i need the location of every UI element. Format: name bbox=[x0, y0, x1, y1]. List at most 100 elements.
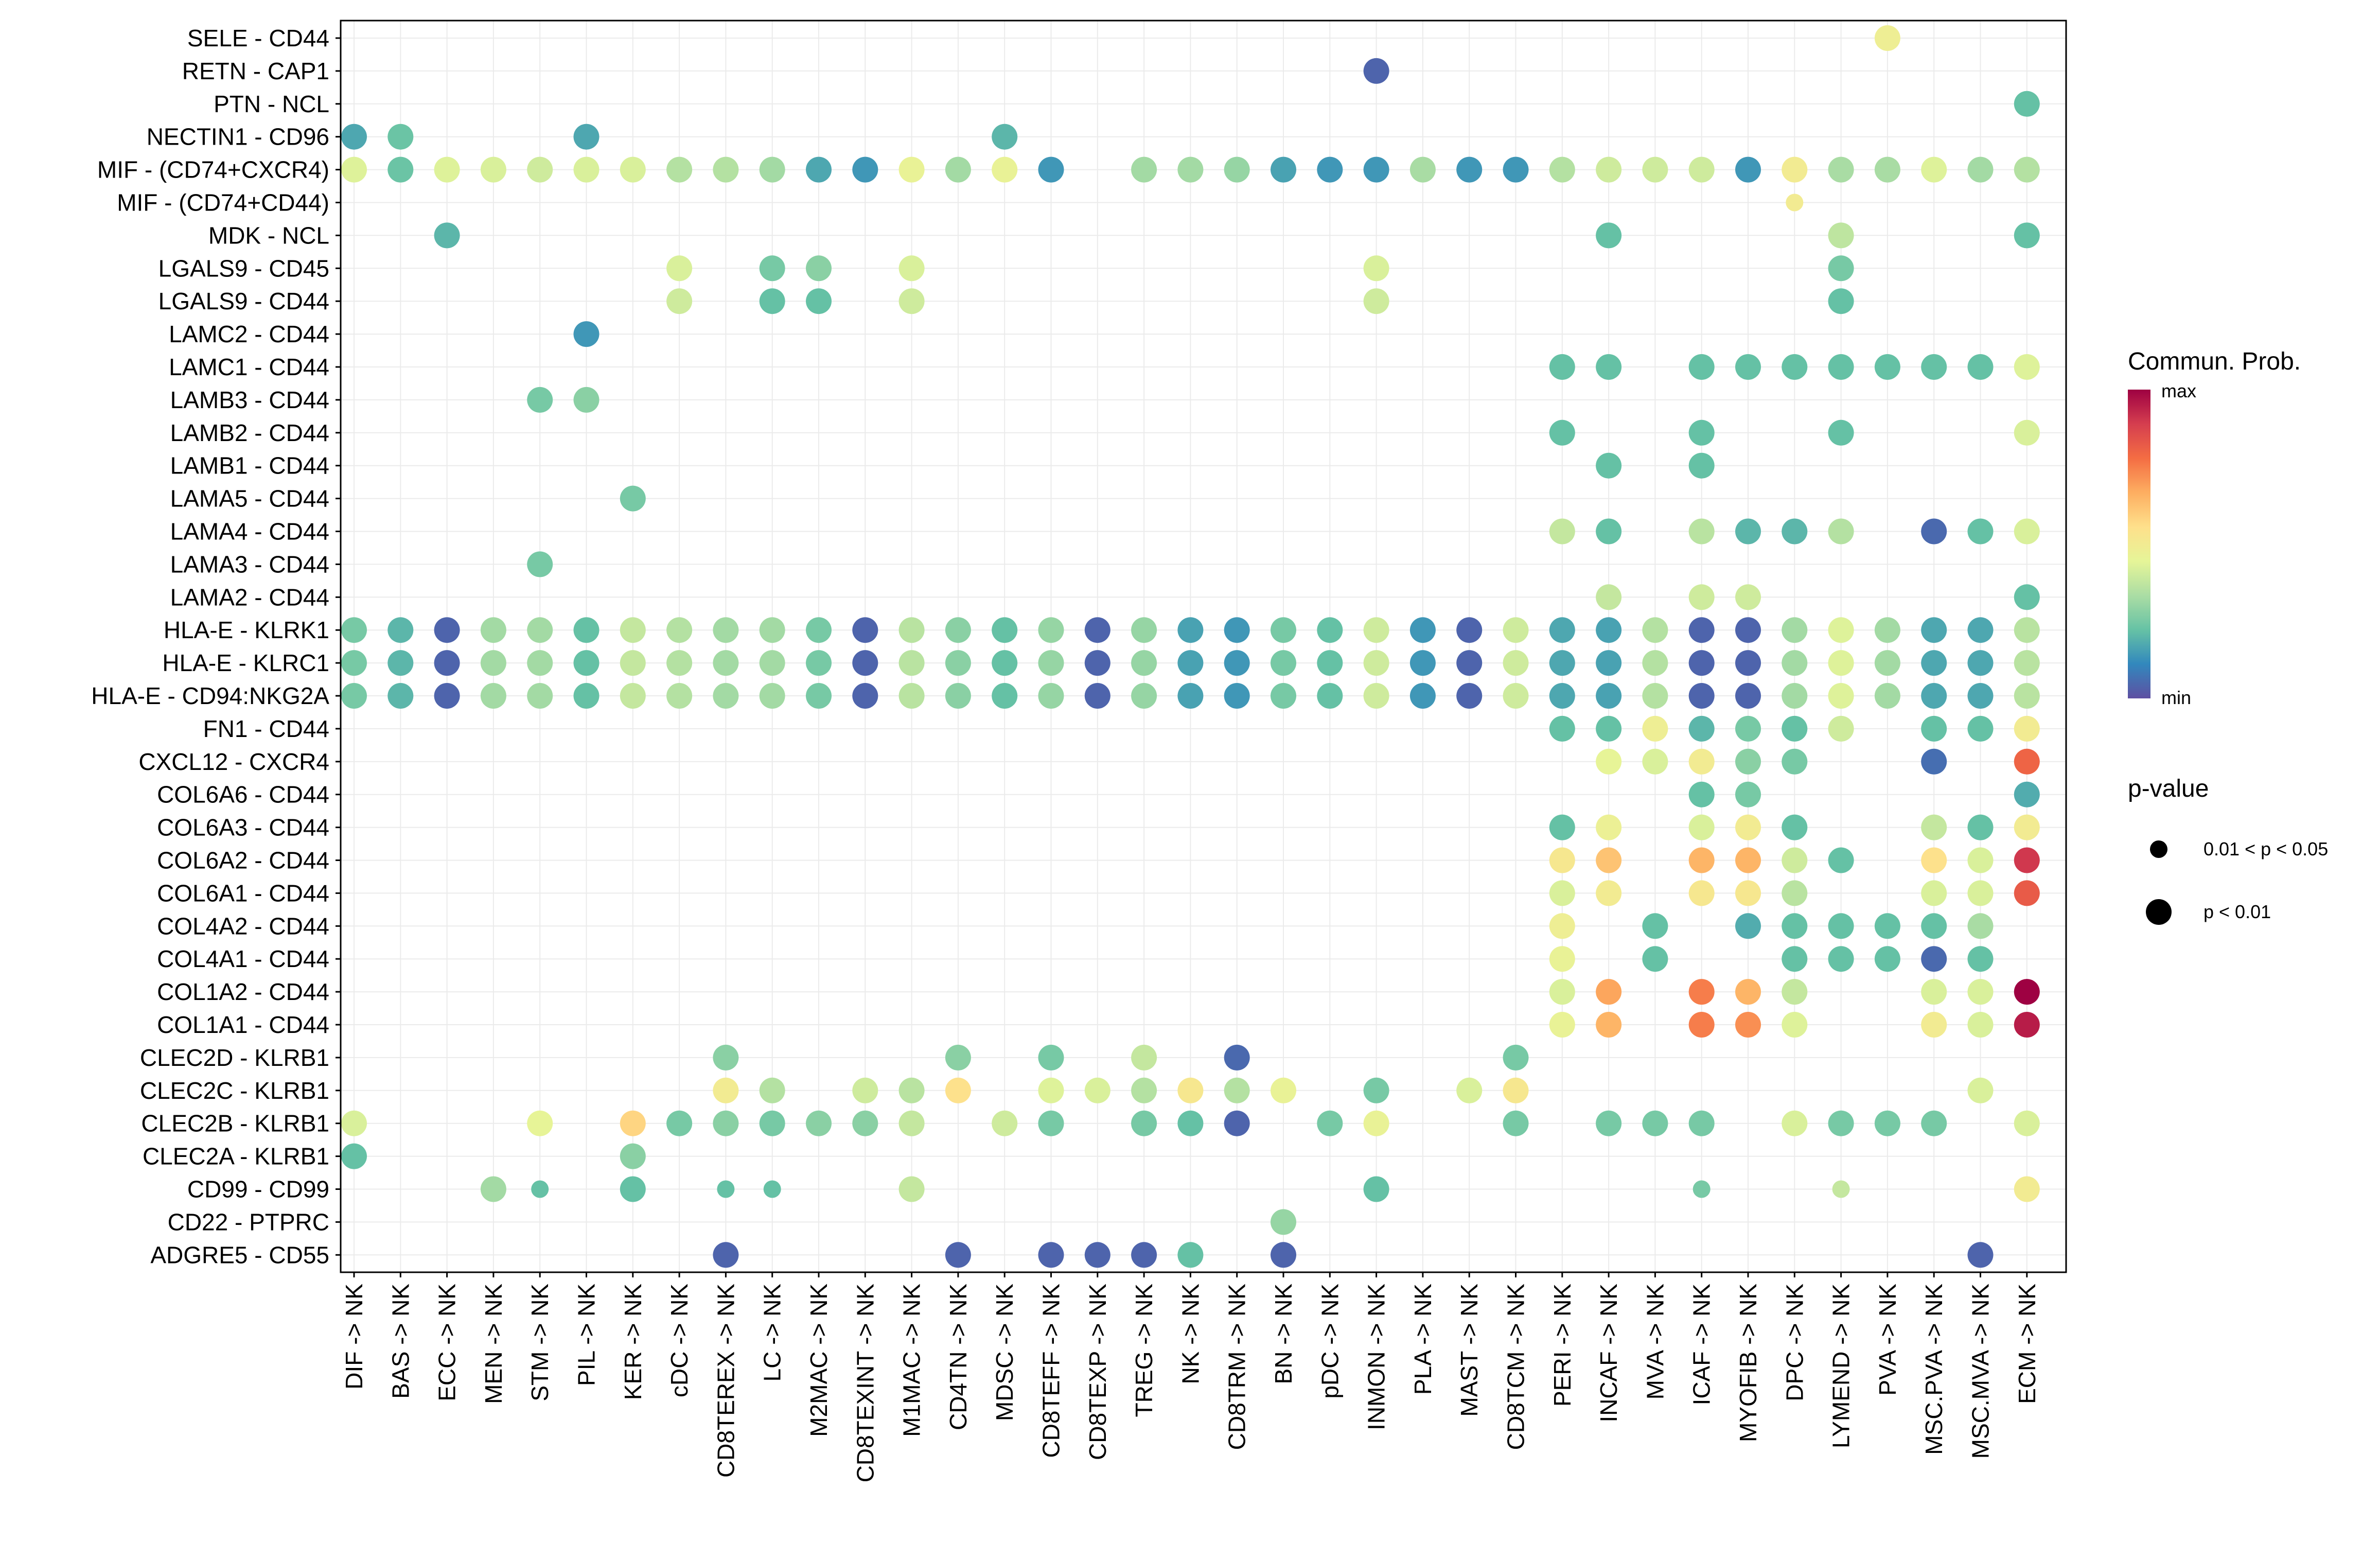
data-point bbox=[2014, 748, 2040, 775]
data-point bbox=[1921, 715, 1947, 742]
data-point bbox=[573, 124, 600, 150]
data-point bbox=[759, 650, 785, 676]
y-tick-label: ADGRE5 - CD55 bbox=[150, 1241, 329, 1268]
data-point bbox=[1596, 979, 1622, 1005]
data-point bbox=[1224, 156, 1250, 183]
data-point bbox=[945, 617, 971, 643]
data-point bbox=[1224, 1110, 1250, 1136]
data-point bbox=[1782, 1110, 1808, 1136]
data-point bbox=[806, 1110, 832, 1136]
data-point bbox=[666, 156, 693, 183]
data-point bbox=[713, 683, 739, 709]
data-point bbox=[620, 1176, 646, 1202]
data-point bbox=[1693, 1180, 1711, 1198]
data-point bbox=[1688, 354, 1715, 380]
data-point bbox=[2014, 518, 2040, 545]
x-tick-label: MDSC -> NK bbox=[991, 1284, 1018, 1421]
data-point bbox=[759, 1077, 785, 1103]
x-tick-label: BN -> NK bbox=[1270, 1284, 1297, 1384]
data-point bbox=[1967, 156, 1994, 183]
data-point bbox=[2014, 1012, 2040, 1038]
data-point bbox=[1596, 683, 1622, 709]
data-point bbox=[1131, 1044, 1157, 1071]
data-point bbox=[1828, 1110, 1854, 1136]
data-point bbox=[527, 551, 553, 577]
data-point bbox=[1503, 1110, 1529, 1136]
data-point bbox=[387, 156, 414, 183]
data-point bbox=[2014, 979, 2040, 1005]
data-point bbox=[620, 617, 646, 643]
data-point bbox=[1874, 617, 1900, 643]
data-point bbox=[1456, 683, 1483, 709]
data-point bbox=[1596, 880, 1622, 906]
data-point bbox=[434, 156, 460, 183]
data-point bbox=[573, 387, 600, 413]
data-point bbox=[1967, 880, 1994, 906]
grid-layer bbox=[341, 21, 2066, 1272]
data-point bbox=[1967, 1242, 1994, 1268]
data-point bbox=[1782, 946, 1808, 972]
x-tick-label: pDC -> NK bbox=[1316, 1284, 1343, 1399]
x-tick-label: LC -> NK bbox=[759, 1284, 786, 1382]
data-point bbox=[1642, 617, 1668, 643]
data-point bbox=[1828, 354, 1854, 380]
y-tick-label: NECTIN1 - CD96 bbox=[147, 124, 329, 150]
data-point bbox=[1874, 354, 1900, 380]
size-legend-marker-large bbox=[2146, 899, 2172, 925]
data-point bbox=[945, 1077, 971, 1103]
data-point bbox=[1735, 814, 1761, 840]
data-point bbox=[2014, 781, 2040, 808]
data-point bbox=[1642, 946, 1668, 972]
data-point bbox=[434, 617, 460, 643]
y-tick-label: CD99 - CD99 bbox=[187, 1176, 329, 1203]
data-point bbox=[1363, 255, 1389, 282]
y-tick-label: LAMB3 - CD44 bbox=[170, 387, 329, 413]
x-tick-label: MVA -> NK bbox=[1642, 1284, 1668, 1400]
data-point bbox=[1549, 354, 1575, 380]
data-point bbox=[1688, 715, 1715, 742]
data-point bbox=[1642, 650, 1668, 676]
data-point bbox=[1549, 518, 1575, 545]
y-tick-label: COL4A2 - CD44 bbox=[157, 913, 329, 939]
y-tick-label: LAMA4 - CD44 bbox=[170, 518, 329, 545]
x-tick-label: DIF -> NK bbox=[341, 1284, 367, 1390]
data-point bbox=[1688, 650, 1715, 676]
data-point bbox=[341, 124, 367, 150]
x-tick-label: MSC.PVA -> NK bbox=[1920, 1284, 1947, 1455]
x-axis: DIF -> NK BAS -> NK ECC -> NK MEN -> NK STM … bbox=[341, 1272, 2040, 1482]
data-point bbox=[1177, 1077, 1204, 1103]
x-tick-label: CD8TEREX -> NK bbox=[712, 1284, 739, 1478]
data-point bbox=[1967, 979, 1994, 1005]
data-point bbox=[1363, 617, 1389, 643]
data-point bbox=[1688, 617, 1715, 643]
data-point bbox=[1735, 748, 1761, 775]
data-point bbox=[1782, 979, 1808, 1005]
data-point bbox=[898, 156, 925, 183]
data-point bbox=[898, 288, 925, 314]
data-point bbox=[945, 1044, 971, 1071]
data-point bbox=[1921, 847, 1947, 873]
legend: Commun. Prob. max min p-value 0.01 < p <… bbox=[2128, 348, 2328, 925]
data-point bbox=[527, 1110, 553, 1136]
data-point bbox=[1688, 781, 1715, 808]
data-point bbox=[992, 683, 1018, 709]
data-point bbox=[1084, 617, 1110, 643]
data-point bbox=[1921, 1110, 1947, 1136]
data-point bbox=[1828, 946, 1854, 972]
data-point bbox=[666, 1110, 693, 1136]
data-point bbox=[620, 485, 646, 512]
data-point bbox=[806, 650, 832, 676]
data-point bbox=[1874, 25, 1900, 51]
data-point bbox=[1596, 584, 1622, 610]
data-point bbox=[713, 617, 739, 643]
data-point bbox=[852, 1077, 878, 1103]
data-point bbox=[852, 1110, 878, 1136]
y-tick-label: SELE - CD44 bbox=[187, 25, 329, 51]
data-point bbox=[1967, 518, 1994, 545]
data-point bbox=[1832, 1180, 1850, 1198]
data-point bbox=[666, 255, 693, 282]
data-point bbox=[806, 156, 832, 183]
data-point bbox=[1642, 913, 1668, 939]
x-tick-label: MEN -> NK bbox=[480, 1284, 507, 1404]
data-point bbox=[1503, 1077, 1529, 1103]
